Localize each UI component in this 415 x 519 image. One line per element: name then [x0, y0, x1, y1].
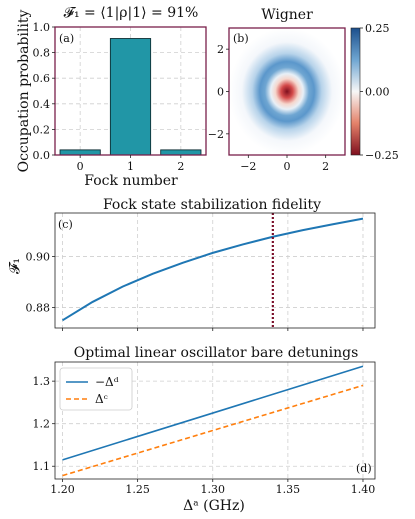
ytick-label: 1.2: [33, 418, 51, 431]
colorbar-tick-label: 0.00: [365, 86, 390, 99]
xtick-label: 1.35: [276, 483, 301, 496]
panel-d: Optimal linear oscillator bare detunings…: [33, 345, 376, 514]
panel-b-colorbar-ticks: 0.25 0.00 −0.25: [360, 22, 399, 162]
xtick-label: 1: [127, 160, 134, 173]
ytick-label: 0.8: [33, 47, 51, 60]
panel-a-bars: [59, 38, 202, 156]
panel-d-xlabel: Δᵃ (GHz): [183, 498, 245, 514]
xtick-label: 0: [77, 160, 84, 173]
ytick-label: 0.0: [33, 149, 51, 162]
xtick-label: 0: [284, 160, 291, 173]
colorbar-tick-label: 0.25: [365, 22, 390, 35]
panel-d-plot: [62, 365, 364, 477]
ytick-label: 0.88: [26, 302, 51, 315]
ytick-label: 1.0: [33, 21, 51, 34]
ytick-label: 0: [217, 86, 224, 99]
panel-a-ylabel: Occupation probability: [16, 10, 32, 173]
colorbar-tick-label: −0.25: [365, 149, 399, 162]
panel-b: Wigner −2 0 2 −2 0 2 (b) 0.25 0.00 −0.25: [208, 7, 399, 173]
panel-a-xlabel: Fock number: [84, 173, 178, 189]
bar-fock-0: [59, 149, 101, 156]
xtick-label: 1.20: [50, 483, 75, 496]
panel-c-title: Fock state stabilization fidelity: [103, 197, 321, 213]
ytick-label: 0.6: [33, 72, 51, 85]
wigner-heatmap: [229, 28, 345, 155]
ytick-label: 1.3: [33, 375, 51, 388]
xtick-label: 1.30: [200, 483, 225, 496]
panel-c-plot: [61, 213, 364, 328]
ytick-label: 2: [217, 43, 224, 56]
xtick-label: 2: [177, 160, 184, 173]
panel-c-ylabel: 𝓕₁: [7, 258, 23, 274]
panel-b-xticks: −2 0 2: [240, 155, 329, 173]
panel-d-frame: [54, 361, 376, 480]
series-line-1: [62, 384, 364, 477]
bar-fock-1: [109, 38, 152, 156]
legend-label: −Δᵈ: [95, 375, 119, 389]
panel-d-title: Optimal linear oscillator bare detunings: [74, 345, 359, 361]
panel-a-yticks: 0.0 0.2 0.4 0.6 0.8 1.0: [33, 21, 55, 162]
panel-c-frame: [54, 212, 376, 329]
panel-a-title: 𝓕₁ = ⟨1|ρ|1⟩ = 91%: [64, 5, 199, 21]
panel-c-grid: [55, 213, 375, 331]
panel-c-yticks: 0.88 0.90: [26, 250, 55, 315]
panel-b-letter: (b): [233, 32, 249, 45]
panel-d-xticks: 1.20 1.25 1.30 1.35 1.40: [50, 479, 375, 496]
panel-b-yticks: −2 0 2: [208, 43, 229, 141]
fidelity-line: [61, 217, 364, 322]
ytick-label: 1.1: [33, 460, 51, 473]
xtick-label: −2: [240, 160, 256, 173]
panel-b-title: Wigner: [261, 7, 313, 23]
ytick-label: 0.2: [33, 123, 51, 136]
xtick-label: 2: [322, 160, 329, 173]
series-line-0: [62, 365, 364, 461]
legend-label: Δᶜ: [95, 392, 108, 406]
panel-d-letter: (d): [356, 462, 372, 475]
panel-d-yticks: 1.1 1.2 1.3: [33, 375, 55, 473]
panel-c-letter: (c): [58, 218, 73, 231]
ytick-label: 0.4: [33, 98, 51, 111]
panel-d-grid: [55, 362, 375, 479]
panel-a: 𝓕₁ = ⟨1|ρ|1⟩ = 91% 0 1 2 0.0 0.2 0.4 0.6 0.8 1.…: [16, 5, 207, 189]
panel-d-legend: −Δᵈ Δᶜ: [59, 367, 133, 411]
xtick-label: 1.25: [125, 483, 150, 496]
panel-a-letter: (a): [59, 32, 74, 45]
wigner-colorbar: [350, 27, 361, 156]
panel-c: Fock state stabilization fidelity 0.880.…: [7, 197, 376, 331]
xtick-label: 1.40: [351, 483, 376, 496]
panel-a-xticks: 0 1 2: [77, 155, 184, 173]
bar-fock-2: [160, 149, 202, 156]
ytick-label: 0.90: [26, 250, 51, 263]
ytick-label: −2: [208, 128, 224, 141]
